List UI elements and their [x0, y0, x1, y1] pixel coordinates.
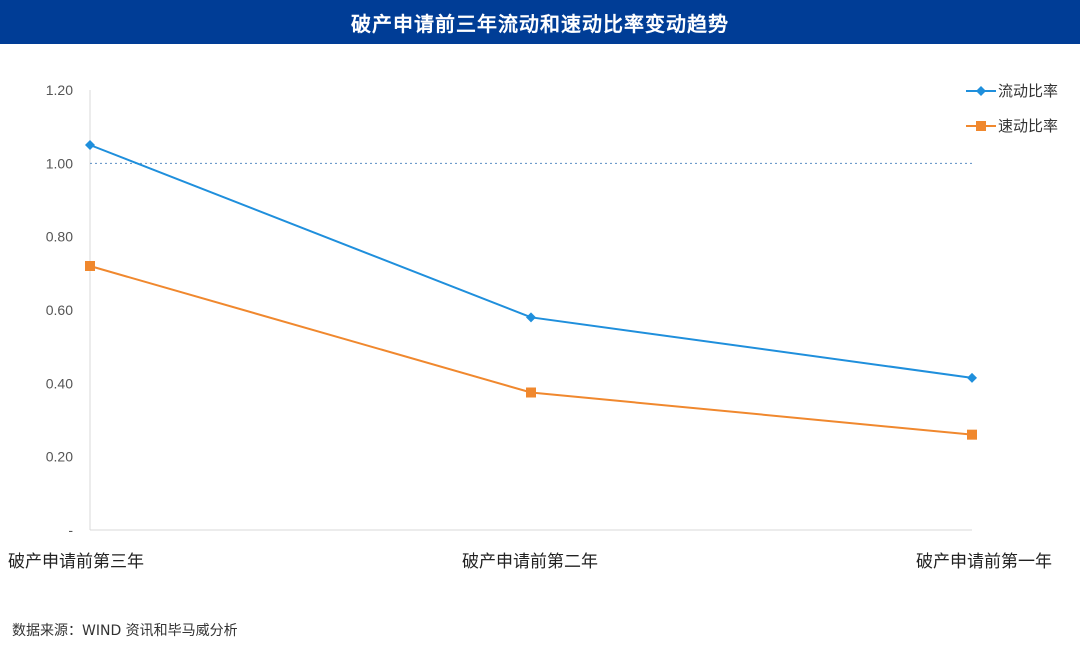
data-point-square	[85, 261, 95, 271]
data-point-diamond	[967, 372, 977, 383]
data-point-square	[967, 429, 977, 440]
series-line-1	[89, 144, 973, 379]
line-chart: - 0.20 0.40 0.60 0.80 1.00 1.20 破产申请前第三年 破产申请前第二…	[8, 82, 1058, 572]
legend-marker-diamond	[976, 86, 986, 96]
x-category-label: 破产申请前第三年	[8, 552, 144, 572]
source-note: 数据来源：WIND 资讯和毕马威分析	[12, 623, 238, 639]
legend-marker-square	[976, 121, 986, 131]
y-tick-label: 0.40	[46, 375, 73, 391]
y-tick-label: 1.00	[46, 155, 73, 171]
legend-label: 速动比率	[998, 117, 1058, 135]
data-point-diamond	[85, 140, 95, 150]
chart-title: 破产申请前三年流动和速动比率变动趋势	[351, 11, 729, 36]
data-point-diamond	[526, 312, 536, 323]
data-point-square	[526, 387, 536, 398]
legend-label: 流动比率	[998, 82, 1058, 100]
series-line-2	[89, 265, 973, 436]
y-tick-label: 0.20	[46, 449, 73, 465]
y-tick-label: -	[68, 522, 73, 538]
title-bar: 破产申请前三年流动和速动比率变动趋势	[0, 0, 1080, 44]
y-tick-label: 1.20	[46, 82, 73, 98]
x-category-label: 破产申请前第一年	[916, 552, 1052, 572]
x-category-label: 破产申请前第二年	[462, 552, 598, 572]
y-tick-label: 0.80	[46, 229, 73, 245]
y-tick-label: 0.60	[46, 302, 73, 318]
